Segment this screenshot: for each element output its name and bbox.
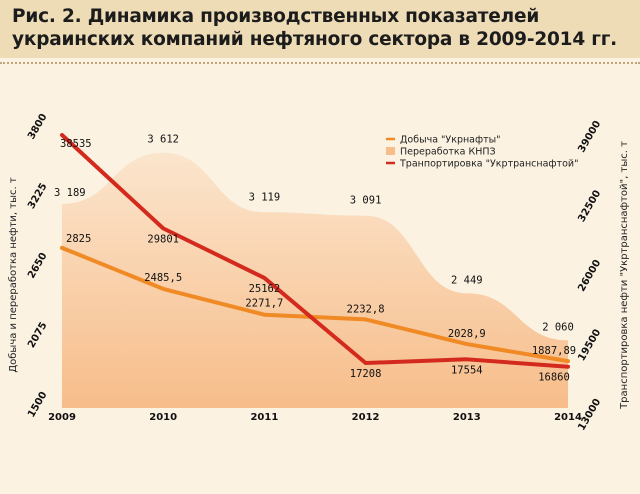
series-area-knpz xyxy=(62,152,568,408)
x-tick-label: 2009 xyxy=(48,412,76,423)
legend-label-transport: Транпортировка "Укртранснафтой" xyxy=(399,159,578,170)
data-label-knpz: 3 091 xyxy=(350,195,382,207)
page-title: Рис. 2. Динамика производственных показа… xyxy=(12,6,618,50)
data-label-transport: 17208 xyxy=(350,368,382,380)
x-tick-label: 2010 xyxy=(149,412,177,423)
data-label-ukrnafta: 1887,89 xyxy=(532,345,576,357)
y-left-tick-label: 2075 xyxy=(26,320,49,350)
data-label-knpz: 3 119 xyxy=(249,191,281,203)
y-right-tick-label: 39000 xyxy=(576,119,603,155)
data-label-ukrnafta: 2825 xyxy=(66,233,91,245)
y-left-tick-label: 3225 xyxy=(26,181,49,211)
title-divider xyxy=(0,62,640,64)
data-label-transport: 16860 xyxy=(538,372,570,384)
legend-label-knpz: Переработка КНПЗ xyxy=(400,147,496,158)
y-left-tick-label: 3800 xyxy=(26,112,49,142)
y-left-tick-label: 2650 xyxy=(26,251,49,281)
x-tick-label: 2013 xyxy=(453,412,481,423)
x-tick-label: 2012 xyxy=(352,412,380,423)
data-label-ukrnafta: 2271,7 xyxy=(245,298,283,310)
data-label-knpz: 2 060 xyxy=(542,321,574,333)
y-right-tick-label: 32500 xyxy=(576,188,603,224)
data-label-ukrnafta: 2028,9 xyxy=(448,328,486,340)
y-left-axis-title: Добыча и переработка нефти, тыс. т xyxy=(8,177,19,373)
title-band xyxy=(0,0,640,58)
legend-swatch-knpz xyxy=(386,147,395,155)
data-label-knpz: 3 189 xyxy=(54,187,86,199)
series-line-transport xyxy=(60,132,570,369)
y-right-tick-label: 26000 xyxy=(576,258,603,294)
y-left-tick-label: 1500 xyxy=(26,390,49,420)
series-line-ukrnafta xyxy=(60,245,570,364)
data-label-knpz: 2 449 xyxy=(451,274,483,286)
x-tick-label: 2011 xyxy=(250,412,278,423)
data-label-transport: 25162 xyxy=(249,283,281,295)
data-label-knpz: 3 612 xyxy=(147,134,179,146)
y-right-axis-title: Транспортировка нефти "Укртранснафтой", … xyxy=(619,141,630,410)
y-right-tick-label: 19500 xyxy=(576,327,603,363)
data-label-ukrnafta: 2485,5 xyxy=(144,272,182,284)
data-label-transport: 17554 xyxy=(451,364,483,376)
data-label-ukrnafta: 2232,8 xyxy=(347,303,385,315)
data-label-transport: 38535 xyxy=(60,138,92,150)
x-tick-label: 2014 xyxy=(554,412,582,423)
legend-label-ukrnafta: Добыча "Укрнафты" xyxy=(400,135,501,146)
data-label-transport: 29801 xyxy=(147,233,179,245)
